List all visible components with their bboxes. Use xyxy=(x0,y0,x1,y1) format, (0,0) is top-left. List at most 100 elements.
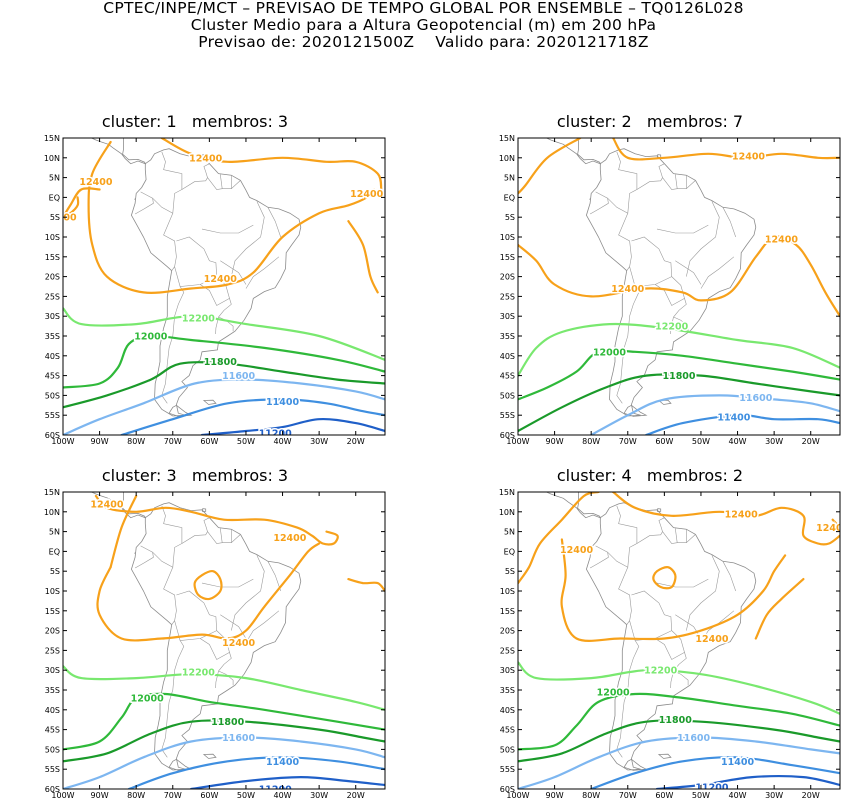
coastline xyxy=(90,492,302,771)
lat-axis: 15N 10N 5N EQ 5S 10S 15S 20S 25S 30S 35S 40S 45S 50S 5… xyxy=(499,134,840,440)
lat-label: 15S xyxy=(45,607,60,616)
header-line-3: Previsao de: 2020121500Z Valido para: 20… xyxy=(198,33,649,51)
south-america-coast xyxy=(585,148,757,417)
contour-map: 12400 12400 12400 12400 12200 12000 11800 11600… xyxy=(499,488,847,800)
panel-cluster-2: cluster: 2 membros: 7 12400 12400 12400 122… xyxy=(460,112,841,457)
lat-label: 10S xyxy=(45,233,60,242)
lat-label: 5N xyxy=(49,174,60,183)
map-area: 12400 12400 12400 12200 12000 11800 11600 11400 xyxy=(518,138,840,435)
contour-12400 xyxy=(560,538,787,642)
lat-label: 40S xyxy=(45,352,60,361)
contour-12400 xyxy=(754,578,805,640)
island-coast xyxy=(202,753,217,759)
contour-12400 xyxy=(347,220,379,294)
country-border xyxy=(181,517,210,544)
lat-label: 45S xyxy=(500,372,515,381)
lat-label: 15N xyxy=(499,488,515,497)
country-border xyxy=(673,316,689,332)
country-border xyxy=(220,614,247,639)
lat-label: 55S xyxy=(500,411,515,420)
lat-label: 5S xyxy=(505,213,515,222)
contour-label: 12000 xyxy=(593,347,626,358)
contour-label: 11400 xyxy=(266,397,299,408)
contour-12400 xyxy=(518,138,582,195)
lat-label: 5S xyxy=(50,567,60,576)
contour-11600 xyxy=(63,378,385,435)
contours xyxy=(63,138,385,435)
map-area: 12400 12400 12400 12200 12000 11800 11600 11400… xyxy=(63,492,385,796)
country-border xyxy=(656,224,709,234)
lon-axis: 100W 90W 80W 70W 60W 50W 40W 30W 20W xyxy=(51,492,365,800)
country-border xyxy=(218,670,234,686)
island-coast xyxy=(134,198,136,200)
contour-label: 12400 xyxy=(611,284,644,295)
contour-label: 11800 xyxy=(659,715,692,726)
lat-label: 40S xyxy=(500,706,515,715)
lat-label: 5S xyxy=(505,567,515,576)
contour-12400 xyxy=(96,542,321,642)
lon-label: 40W xyxy=(273,791,291,800)
contour-labels: 12400 12400 12400 400 12400 12200 12000 11800 11… xyxy=(63,152,385,440)
lat-label: 30S xyxy=(45,666,60,675)
country-border xyxy=(161,640,185,758)
contour-label: 11600 xyxy=(739,393,772,404)
lat-label: 55S xyxy=(45,411,60,420)
contour-11400 xyxy=(645,414,840,435)
contour-label: 11600 xyxy=(222,733,255,744)
map-area: 12400 12400 12400 400 12400 12200 12000 11800 11… xyxy=(63,138,385,440)
contour-12400 xyxy=(193,569,223,601)
map-frame xyxy=(62,137,386,436)
contour-12400 xyxy=(160,138,383,191)
lon-label: 70W xyxy=(619,437,637,446)
lat-axis: 15N 10N 5N EQ 5S 10S 15S 20S 25S 30S 35S 40S 45S 50S 5… xyxy=(499,488,840,794)
contour-label: 12400 xyxy=(222,638,255,649)
lat-axis: 15N 10N 5N EQ 5S 10S 15S 20S 25S 30S 35S 40S 45S 50S 5… xyxy=(44,134,385,440)
lat-label: 15N xyxy=(499,134,515,143)
country-border xyxy=(616,151,638,214)
lon-label: 100W xyxy=(51,791,74,800)
country-border xyxy=(174,590,218,641)
lat-label: 25S xyxy=(45,646,60,655)
lat-label: 15S xyxy=(500,607,515,616)
contour-labels: 12400 12400 12400 12200 12000 11800 11600 11400… xyxy=(89,498,308,796)
country-border xyxy=(220,174,223,189)
panel-cluster-3: cluster: 3 membros: 3 12400 12400 12400 122… xyxy=(5,466,386,811)
country-border xyxy=(675,174,678,189)
lat-label: 10N xyxy=(44,508,60,517)
lat-label: 25S xyxy=(45,292,60,301)
lon-label: 60W xyxy=(200,437,218,446)
lon-label: 60W xyxy=(200,791,218,800)
country-border xyxy=(662,531,696,544)
lat-label: EQ xyxy=(49,193,60,202)
lat-label: 10S xyxy=(500,233,515,242)
country-border xyxy=(200,276,230,306)
country-border xyxy=(174,236,218,287)
island-coast xyxy=(623,404,648,417)
country-border xyxy=(201,224,254,234)
contour-12400 xyxy=(612,138,840,161)
contour-12400 xyxy=(63,196,80,219)
contour-label: 12400 xyxy=(816,523,847,534)
contour-label: 11200 xyxy=(259,429,292,440)
contour-label: 12200 xyxy=(182,314,215,325)
country-border xyxy=(231,555,265,631)
lon-label: 80W xyxy=(582,791,600,800)
lat-label: 15S xyxy=(500,253,515,262)
contour-12200 xyxy=(518,661,840,715)
contour-11600 xyxy=(590,394,840,435)
lat-label: 30S xyxy=(45,312,60,321)
country-border xyxy=(662,177,696,190)
contour-label: 11200 xyxy=(259,785,292,796)
lat-label: 45S xyxy=(500,726,515,735)
map-frame xyxy=(517,137,841,436)
lat-label: 10N xyxy=(499,508,515,517)
country-border xyxy=(700,256,735,289)
country-border xyxy=(629,236,673,287)
contour-11800 xyxy=(63,719,385,763)
lon-label: 30W xyxy=(765,791,783,800)
country-border xyxy=(636,163,665,190)
country-border xyxy=(267,561,281,592)
country-border xyxy=(161,286,185,404)
header-line-2: Cluster Medio para a Altura Geopotencial… xyxy=(190,16,657,34)
country-border xyxy=(686,555,720,631)
